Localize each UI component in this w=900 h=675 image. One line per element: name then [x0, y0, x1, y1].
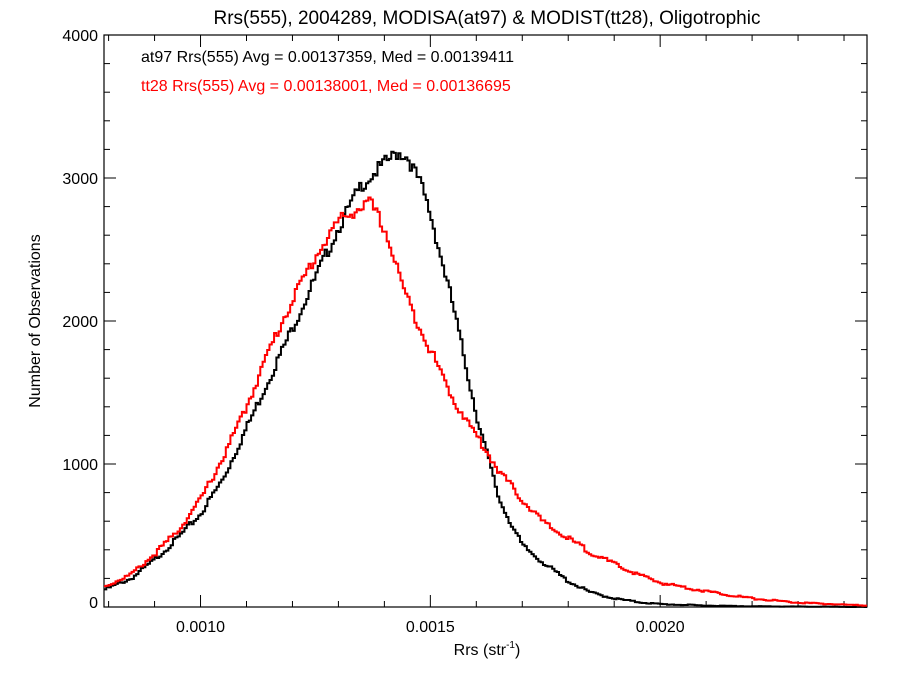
series-at97-line — [104, 150, 867, 608]
x-axis-label: Rrs (str-1) — [454, 640, 521, 659]
x-tick-label: 0.0015 — [406, 619, 455, 636]
series-layer — [104, 150, 867, 608]
y-axis-label: Number of Observations — [27, 234, 44, 407]
series-tt28-line — [104, 196, 867, 607]
y-tick-label: 2000 — [62, 314, 98, 331]
y-tick-label: 4000 — [62, 28, 98, 45]
x-axis-label-close: ) — [515, 642, 520, 659]
x-axis-label-main: Rrs (str — [454, 642, 507, 659]
x-tick-label: 0.0010 — [176, 619, 225, 636]
x-axis: 0.0010 0.0015 0.0020 — [108, 35, 845, 636]
chart-title: Rrs(555), 2004289, MODISA(at97) & MODIST… — [214, 8, 761, 29]
y-tick-label: 0 — [89, 595, 98, 612]
y-tick-label: 3000 — [62, 171, 98, 188]
y-axis: 0 1000 2000 3000 4000 — [62, 28, 867, 612]
y-tick-label: 1000 — [62, 457, 98, 474]
plot-frame — [103, 34, 868, 608]
legend-entry-tt28: tt28 Rrs(555) Avg = 0.00138001, Med = 0.… — [141, 78, 511, 95]
x-tick-label: 0.0020 — [636, 619, 685, 636]
plot-area: 0 1000 2000 3000 4000 0.0010 0.0015 0.0020 — [62, 28, 868, 636]
legend-entry-at97: at97 Rrs(555) Avg = 0.00137359, Med = 0.… — [141, 49, 514, 66]
x-axis-label-superscript: -1 — [506, 640, 515, 651]
